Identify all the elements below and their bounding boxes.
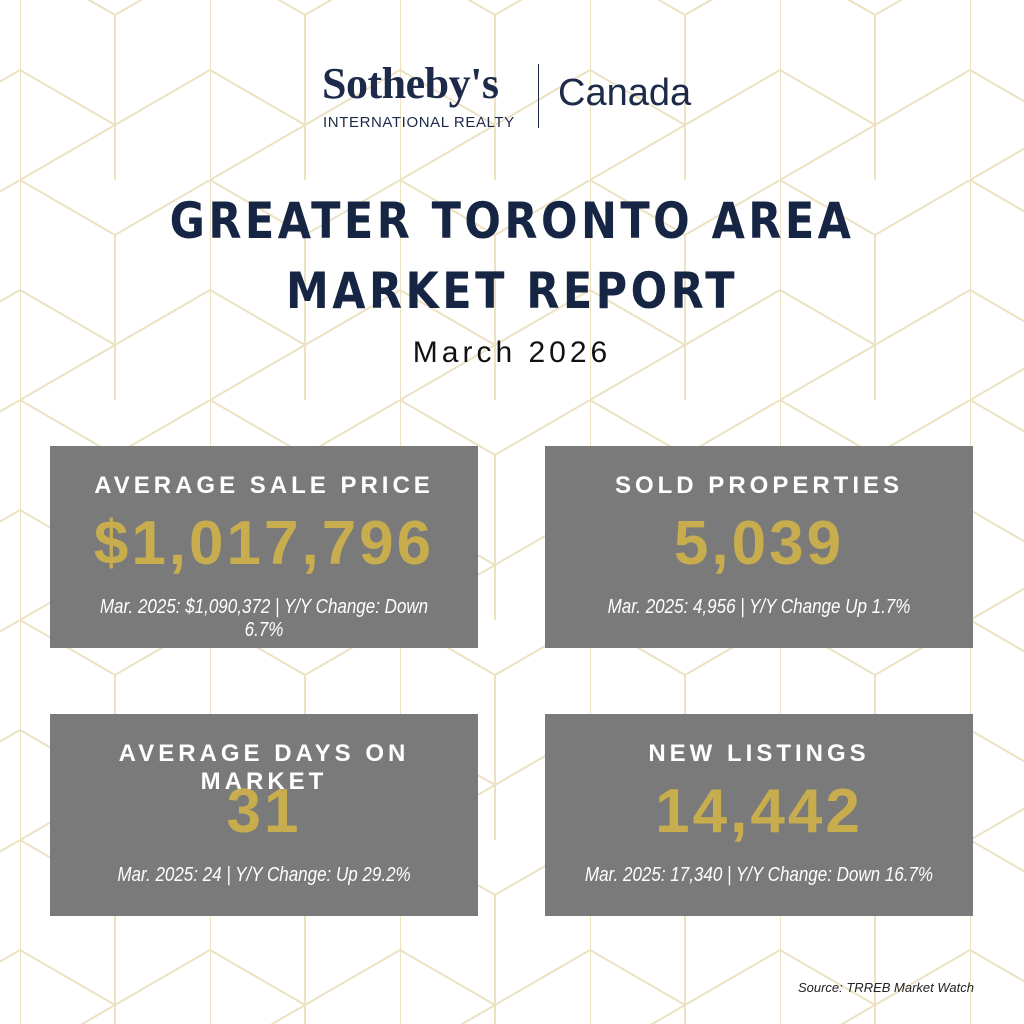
card-label: AVERAGE SALE PRICE (94, 472, 434, 499)
card-note: Mar. 2025: 17,340 | Y/Y Change: Down 16.… (584, 864, 934, 886)
card-label: NEW LISTINGS (648, 740, 870, 767)
card-note: Mar. 2025: 24 | Y/Y Change: Up 29.2% (117, 864, 411, 886)
title-line: GREATER TORONTO AREA (169, 192, 855, 250)
stat-card: NEW LISTINGS 14,442 Mar. 2025: 17,340 | … (545, 714, 973, 916)
source-note: Source: TRREB Market Watch (797, 980, 974, 995)
title-line: MARKET REPORT (286, 262, 738, 320)
card-value: $1,017,796 (93, 509, 435, 578)
brand-subtitle: INTERNATIONAL REALTY (323, 114, 515, 131)
card-note: Mar. 2025: $1,090,372 | Y/Y Change: Down… (99, 596, 429, 641)
logo-divider (538, 64, 539, 128)
stat-card: AVERAGE DAYS ON MARKET 31 Mar. 2025: 24 … (50, 714, 478, 916)
card-label: AVERAGE DAYS ON MARKET (118, 740, 410, 795)
stat-card: SOLD PROPERTIES 5,039 Mar. 2025: 4,956 |… (545, 446, 973, 648)
report-date: March 2026 (412, 336, 612, 369)
card-value: 14,442 (655, 777, 863, 846)
brand-region: Canada (558, 72, 692, 114)
logo: Sotheby's INTERNATIONAL REALTY Canada (0, 58, 1024, 138)
card-value: 31 (226, 777, 302, 846)
card-value: 5,039 (673, 509, 845, 578)
card-label: SOLD PROPERTIES (614, 472, 904, 499)
card-note: Mar. 2025: 4,956 | Y/Y Change Up 1.7% (607, 596, 911, 618)
stat-card: AVERAGE SALE PRICE $1,017,796 Mar. 2025:… (50, 446, 478, 648)
brand-name: Sotheby's (322, 59, 499, 108)
